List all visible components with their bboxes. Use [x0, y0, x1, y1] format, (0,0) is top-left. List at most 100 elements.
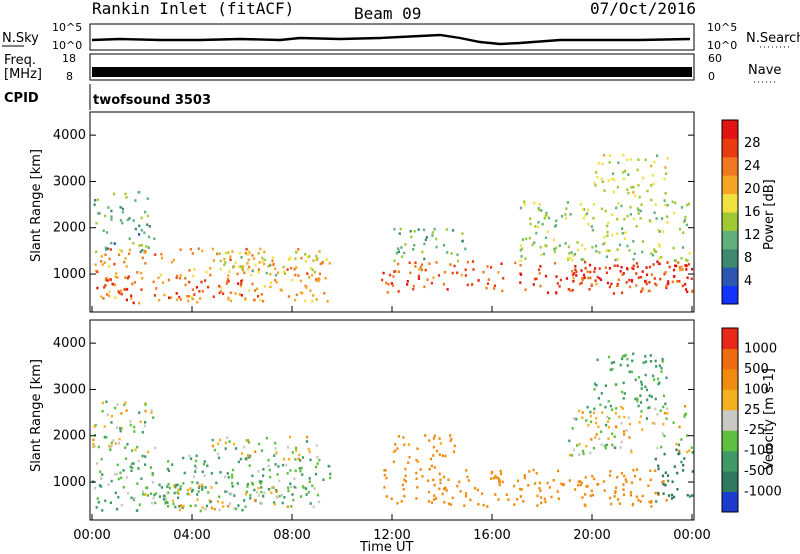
- data-cell: [552, 479, 555, 482]
- data-cell: [93, 203, 96, 206]
- data-cell: [679, 268, 682, 272]
- data-cell: [541, 222, 544, 226]
- data-cell: [572, 280, 575, 283]
- data-cell: [131, 466, 134, 469]
- data-cell: [412, 287, 415, 291]
- colorbar-tick-label: 28: [744, 136, 761, 151]
- data-cell: [124, 457, 128, 460]
- data-cell: [109, 278, 112, 281]
- data-cell: [103, 435, 106, 439]
- data-cell: [608, 417, 611, 420]
- data-cell: [630, 266, 634, 270]
- data-cell: [577, 483, 580, 487]
- data-cell: [165, 497, 168, 501]
- data-cell: [120, 292, 123, 296]
- data-cell: [642, 361, 645, 364]
- data-cell: [499, 469, 502, 473]
- data-cell: [200, 280, 203, 284]
- data-cell: [292, 498, 295, 502]
- data-cell: [569, 289, 572, 292]
- data-cell: [151, 473, 154, 477]
- data-cell: [275, 451, 278, 454]
- data-cell: [201, 506, 204, 509]
- data-cell: [606, 224, 609, 228]
- data-cell: [309, 502, 312, 505]
- data-cell: [639, 394, 642, 397]
- data-cell: [433, 434, 436, 438]
- data-cell: [430, 281, 433, 285]
- data-cell: [92, 442, 95, 446]
- data-cell: [216, 500, 219, 503]
- data-cell: [490, 266, 493, 269]
- data-cell: [197, 490, 200, 493]
- data-cell: [616, 264, 619, 268]
- data-cell: [572, 276, 575, 280]
- data-cell: [575, 417, 578, 421]
- data-cell: [660, 256, 663, 259]
- data-cell: [282, 265, 285, 269]
- data-cell: [246, 485, 249, 488]
- data-cell: [142, 493, 145, 496]
- data-cell: [160, 256, 164, 260]
- data-cell: [608, 285, 611, 289]
- data-cell: [438, 487, 441, 491]
- data-cell: [189, 487, 192, 490]
- data-cell: [441, 492, 444, 496]
- data-cell: [572, 448, 575, 452]
- data-cell: [607, 221, 610, 225]
- data-cell: [119, 289, 123, 292]
- data-cell: [240, 279, 243, 283]
- data-cell: [110, 479, 113, 483]
- data-cell: [533, 277, 537, 281]
- data-cell: [110, 441, 113, 445]
- data-cell: [286, 268, 289, 271]
- data-cell: [640, 380, 643, 384]
- data-cell: [198, 484, 201, 488]
- data-cell: [275, 490, 278, 493]
- data-cell: [231, 476, 234, 479]
- data-cell: [101, 509, 104, 512]
- data-cell: [305, 487, 308, 490]
- data-cell: [585, 212, 589, 215]
- data-cell: [400, 246, 403, 249]
- data-cell: [116, 463, 119, 467]
- data-cell: [123, 403, 126, 406]
- data-cell: [640, 275, 643, 279]
- data-cell: [590, 283, 593, 286]
- data-cell: [529, 217, 532, 221]
- data-cell: [465, 492, 468, 495]
- data-cell: [664, 271, 667, 274]
- data-cell: [138, 301, 141, 305]
- data-cell: [604, 405, 607, 409]
- data-cell: [605, 249, 608, 252]
- data-cell: [637, 376, 641, 379]
- data-cell: [120, 249, 123, 253]
- data-cell: [274, 274, 278, 277]
- data-cell: [329, 476, 332, 480]
- data-cell: [519, 487, 522, 491]
- data-cell: [640, 383, 643, 386]
- data-cell: [247, 454, 250, 457]
- data-cell: [688, 252, 691, 255]
- data-cell: [311, 300, 314, 303]
- data-cell: [308, 477, 311, 480]
- data-cell: [535, 231, 538, 235]
- data-cell: [545, 214, 548, 217]
- data-cell: [482, 270, 485, 274]
- data-cell: [443, 501, 446, 504]
- data-cell: [397, 270, 400, 274]
- data-cell: [431, 234, 434, 237]
- data-cell: [629, 158, 633, 161]
- data-cell: [638, 420, 641, 424]
- data-cell: [685, 223, 688, 227]
- data-cell: [615, 206, 618, 210]
- data-cell: [182, 456, 185, 460]
- data-cell: [674, 201, 677, 205]
- data-cell: [219, 471, 222, 474]
- data-cell: [520, 273, 523, 276]
- data-cell: [667, 479, 670, 483]
- data-cell: [492, 476, 495, 480]
- data-cell: [521, 238, 525, 241]
- data-cell: [324, 277, 327, 280]
